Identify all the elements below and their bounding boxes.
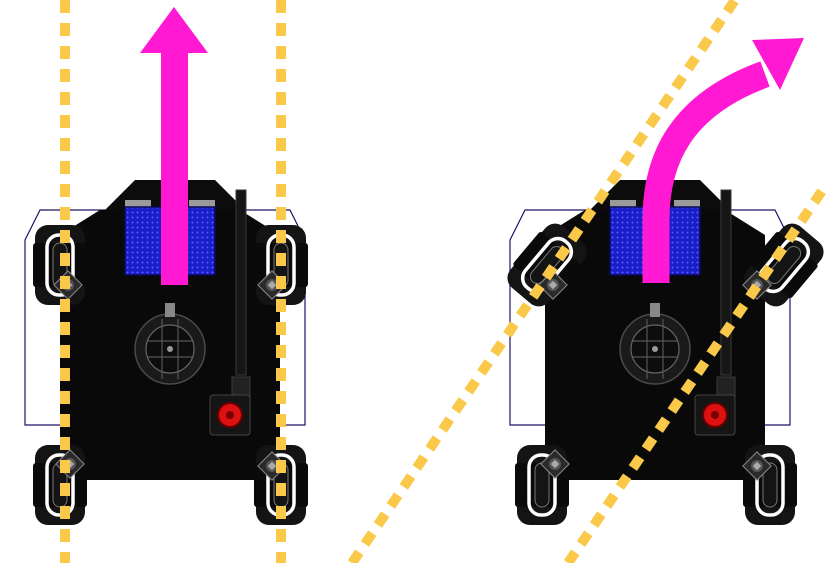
panel-right-steering [347,0,827,563]
panel-left-straight [24,0,310,563]
guide-line-right [563,182,827,563]
arrow-up-icon [140,7,208,285]
curved-arrow-icon [642,38,804,283]
wheel-rear-right [741,443,799,527]
